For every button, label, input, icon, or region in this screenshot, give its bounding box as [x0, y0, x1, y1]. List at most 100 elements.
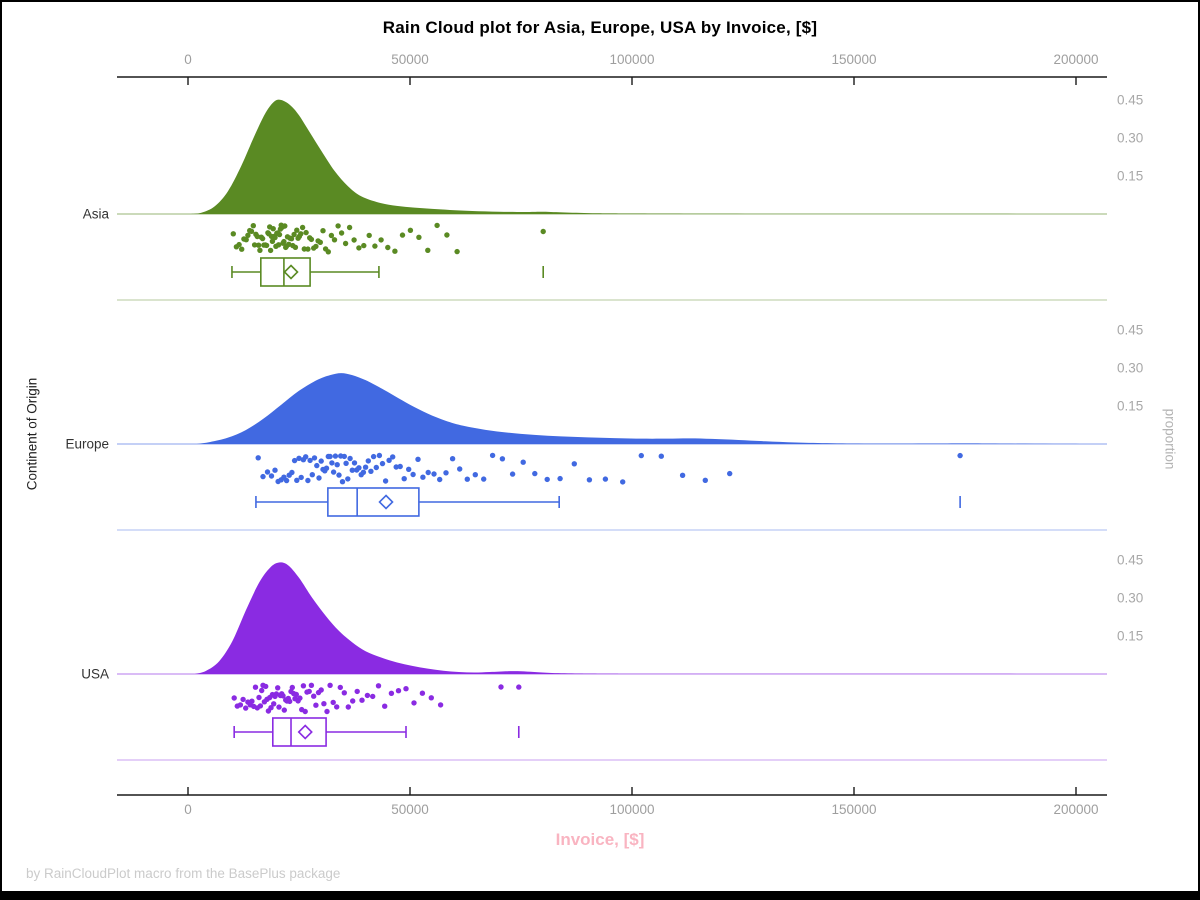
rain-point	[294, 477, 300, 483]
rain-point	[370, 453, 377, 460]
rain-point	[401, 476, 407, 482]
bottom-x-axis: 0 50000 100000 150000 200000	[117, 787, 1107, 817]
rain-point	[311, 455, 318, 461]
rain-point	[390, 454, 396, 460]
rain-point	[317, 239, 323, 245]
rain-point	[320, 228, 326, 234]
rain-point	[351, 237, 357, 243]
rain-point	[379, 460, 386, 467]
rain-point	[252, 684, 259, 690]
rain-point	[431, 471, 437, 477]
rain-point	[305, 246, 311, 252]
rain-point	[341, 453, 347, 460]
rain-point	[264, 469, 271, 475]
rain-point	[516, 684, 522, 690]
rain-point	[305, 477, 311, 484]
rain-point	[359, 697, 365, 703]
proportion-tick-label: 0.45	[1117, 553, 1143, 568]
rain-point	[236, 241, 242, 248]
rain-point	[360, 469, 367, 475]
rain-point	[337, 684, 343, 691]
rain-point	[420, 474, 426, 480]
proportion-tick-label: 0.30	[1117, 591, 1143, 606]
rain-point	[308, 236, 315, 243]
category-label-usa: USA	[81, 667, 109, 682]
rain-point	[283, 477, 290, 484]
rain-point	[350, 698, 356, 704]
mean-diamond	[297, 724, 313, 740]
rain-point	[586, 477, 593, 483]
rain-point	[331, 237, 338, 243]
rain-point	[272, 467, 278, 473]
mean-diamond	[283, 264, 299, 280]
rain-point	[544, 476, 550, 483]
rain-point	[397, 463, 403, 470]
rain-point	[275, 242, 282, 248]
x-tick-label: 100000	[609, 802, 654, 817]
asia-panel: Asia 0.45 0.30 0.15	[83, 93, 1143, 301]
rain-point	[239, 246, 245, 252]
rain-point	[243, 237, 249, 243]
bottom-black-bar	[2, 891, 1198, 898]
rain-point	[300, 683, 307, 689]
rain-point	[296, 455, 302, 461]
rain-point	[354, 688, 360, 695]
rain-point	[376, 452, 383, 459]
rain-point	[251, 242, 258, 248]
category-label-asia: Asia	[83, 207, 110, 222]
rain-point	[297, 695, 303, 701]
rain-point	[327, 682, 333, 688]
rain-point	[257, 247, 263, 253]
rain-point	[270, 226, 276, 232]
asia-cloud	[190, 99, 1077, 214]
rain-point	[335, 223, 341, 229]
rain-point	[407, 227, 414, 233]
rain-point	[281, 707, 287, 713]
rain-point	[434, 222, 440, 229]
rain-point	[345, 704, 351, 710]
asia-boxplot	[231, 257, 545, 287]
rain-point	[303, 454, 309, 460]
rain-point	[231, 695, 237, 701]
rain-point	[332, 453, 339, 459]
x-tick-label: 100000	[609, 52, 654, 67]
rain-point	[365, 458, 371, 464]
rain-point	[498, 684, 504, 690]
rain-point	[349, 467, 355, 473]
x-tick-label: 0	[184, 52, 192, 67]
rain-point	[294, 227, 300, 233]
rain-point	[299, 224, 306, 231]
x-tick-label: 150000	[831, 52, 876, 67]
rain-point	[263, 242, 270, 249]
rain-point	[260, 473, 266, 480]
rain-point	[393, 464, 399, 470]
rain-point	[532, 470, 538, 477]
rain-point	[255, 455, 261, 461]
proportion-tick-label: 0.45	[1117, 93, 1143, 108]
rain-point	[957, 452, 963, 459]
rain-point	[325, 249, 331, 255]
rain-point	[271, 701, 277, 707]
rain-point	[309, 472, 315, 478]
rain-point	[287, 698, 293, 705]
x-tick-label: 150000	[831, 802, 876, 817]
rain-point	[481, 476, 487, 482]
rain-point	[316, 475, 322, 481]
rain-point	[345, 476, 351, 482]
rain-point	[415, 456, 421, 462]
rain-point	[342, 240, 349, 247]
rain-point	[346, 224, 353, 231]
europe-panel: Europe 0.45 0.30 0.15	[65, 323, 1143, 531]
box	[327, 487, 420, 517]
rain-point	[303, 229, 309, 236]
rain-point	[298, 231, 304, 237]
rain-point	[395, 688, 402, 694]
rain-point	[276, 231, 283, 238]
rain-point	[382, 478, 389, 484]
proportion-tick-label: 0.45	[1117, 323, 1143, 338]
rain-point	[256, 694, 262, 701]
category-label-europe: Europe	[65, 437, 109, 452]
rain-point	[268, 473, 275, 479]
usa-cloud	[194, 562, 1076, 674]
